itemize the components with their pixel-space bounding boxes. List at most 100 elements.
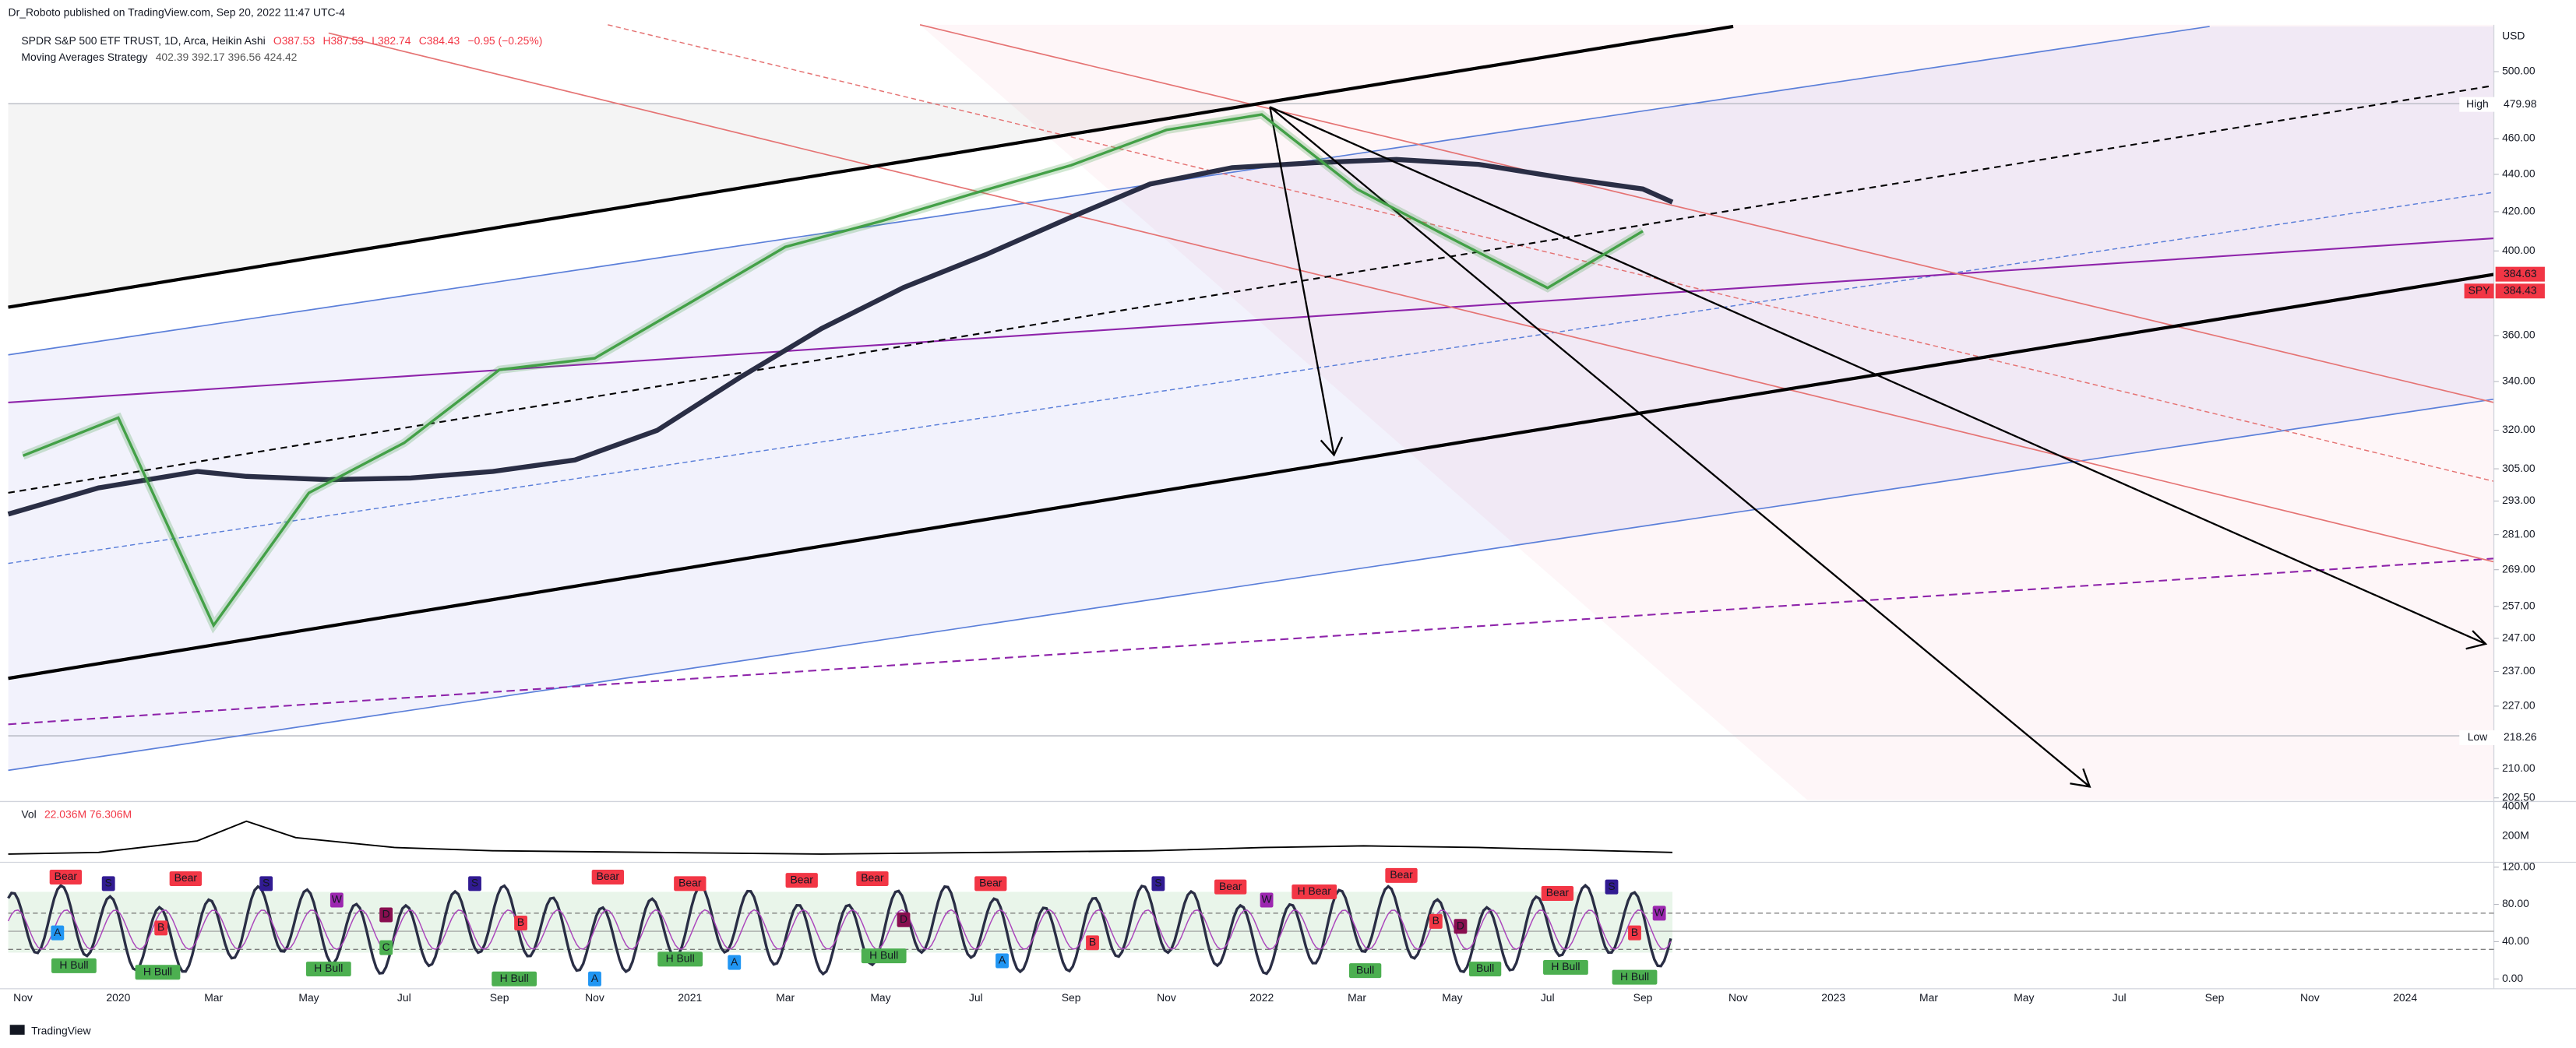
badge-text: D bbox=[900, 913, 907, 925]
x-tick-label: Jul bbox=[1541, 991, 1555, 1004]
badge-bg bbox=[514, 916, 528, 930]
badge: Bear bbox=[974, 876, 1007, 892]
badge: Bull bbox=[1468, 962, 1502, 977]
badge: Bear bbox=[856, 871, 889, 887]
badge: W bbox=[1260, 892, 1274, 908]
volume-title: Vol bbox=[21, 807, 36, 820]
badge: H Bull bbox=[657, 951, 703, 967]
badge-text: H Bull bbox=[666, 952, 695, 965]
channel-fill bbox=[920, 24, 2494, 800]
strategy-line: Moving Averages Strategy 402.39 392.17 3… bbox=[21, 51, 297, 63]
badge: S bbox=[1605, 879, 1619, 895]
badge: H Bull bbox=[51, 958, 97, 973]
badge-bg bbox=[1454, 919, 1468, 934]
y-tick-label: 257.00 bbox=[2502, 599, 2535, 611]
x-tick-label: 2020 bbox=[106, 991, 130, 1004]
badge-bg bbox=[51, 958, 97, 973]
volume-average bbox=[8, 820, 1673, 855]
badge-bg bbox=[674, 876, 707, 892]
low-value-box bbox=[2495, 730, 2545, 745]
badge-bg bbox=[1652, 906, 1666, 921]
badge: Bear bbox=[1214, 879, 1247, 895]
badge-text: Bear bbox=[861, 871, 884, 884]
brand: TradingView bbox=[31, 1024, 91, 1036]
trendline bbox=[608, 24, 2494, 482]
oscillator-line bbox=[7, 883, 1672, 976]
x-tick-label: Nov bbox=[585, 991, 604, 1004]
badge-bg bbox=[135, 965, 181, 980]
badge: A bbox=[51, 925, 65, 941]
high: H387.53 bbox=[322, 34, 364, 47]
badge: D bbox=[379, 907, 393, 923]
badge-text: Bear bbox=[174, 871, 198, 884]
badge: Bear bbox=[674, 876, 707, 892]
y-tick-label: 360.00 bbox=[2502, 329, 2535, 341]
x-tick-label: Jul bbox=[397, 991, 411, 1004]
badge-text: Bull bbox=[1356, 963, 1374, 976]
badge: Bear bbox=[785, 873, 818, 888]
legend-line: SPDR S&P 500 ETF TRUST, 1D, Arca, Heikin… bbox=[21, 34, 542, 47]
badge-bg bbox=[1541, 886, 1574, 902]
y-tick-label: 227.00 bbox=[2502, 699, 2535, 712]
badge: C bbox=[379, 940, 393, 955]
y-tick-label: 269.00 bbox=[2502, 562, 2535, 575]
badge: H Bull bbox=[1612, 969, 1658, 985]
badge-bg bbox=[1605, 879, 1619, 895]
trendline bbox=[8, 237, 2494, 403]
badge-text: B bbox=[517, 916, 524, 928]
symbol: SPY bbox=[2469, 283, 2490, 296]
logo bbox=[9, 1025, 25, 1035]
badge: S bbox=[1151, 876, 1165, 892]
badge-bg bbox=[1429, 913, 1443, 929]
badge-text: B bbox=[1631, 926, 1638, 938]
badge: B bbox=[154, 920, 168, 936]
x-tick-label: Mar bbox=[1919, 991, 1938, 1004]
badge-text: Bear bbox=[1546, 886, 1570, 899]
x-tick-label: Sep bbox=[2205, 991, 2225, 1004]
y-tick-label: 293.00 bbox=[2502, 494, 2535, 506]
badge: Bear bbox=[169, 871, 202, 887]
badge: S bbox=[259, 876, 273, 892]
badge-text: Bear bbox=[1219, 880, 1242, 892]
y-tick-label: 237.00 bbox=[2502, 664, 2535, 677]
close: C384.43 bbox=[419, 34, 460, 47]
badge-bg bbox=[861, 948, 907, 964]
badge: A bbox=[588, 971, 601, 986]
x-tick-label: Nov bbox=[1728, 991, 1748, 1004]
badge-bg bbox=[974, 876, 1007, 892]
drawings bbox=[7, 24, 2494, 800]
y-tick-label: 210.00 bbox=[2502, 761, 2535, 774]
badge: W bbox=[329, 892, 344, 908]
moving-average bbox=[7, 156, 1674, 517]
badge-bg bbox=[1385, 867, 1418, 883]
badge-bg bbox=[591, 869, 625, 884]
badge-bg bbox=[856, 871, 889, 887]
x-tick-label: Nov bbox=[2300, 991, 2320, 1004]
badge-bg bbox=[101, 876, 115, 892]
y-tick-label: 420.00 bbox=[2502, 205, 2535, 217]
arrow-head bbox=[2465, 630, 2488, 650]
trendline bbox=[919, 24, 2494, 403]
badge-text: H Bull bbox=[869, 948, 898, 961]
high-value: 479.98 bbox=[2504, 97, 2537, 110]
x-tick-label: Jul bbox=[2113, 991, 2127, 1004]
badge-text: B bbox=[157, 920, 164, 933]
trendline bbox=[328, 32, 2494, 563]
badge: A bbox=[996, 953, 1009, 969]
badge-text: S bbox=[1154, 877, 1161, 889]
badge-bg bbox=[379, 907, 393, 923]
x-tick-label: May bbox=[298, 991, 319, 1004]
x-tick-label: Nov bbox=[1157, 991, 1176, 1004]
arrow bbox=[1269, 107, 1335, 455]
arrow-head bbox=[1320, 436, 1344, 457]
badge: Bear bbox=[49, 869, 83, 884]
trendline bbox=[8, 557, 2494, 726]
badge-bg bbox=[1348, 963, 1382, 979]
badge: B bbox=[1086, 935, 1099, 951]
osc-tick-label: 80.00 bbox=[2502, 897, 2529, 909]
trendline bbox=[8, 84, 2494, 494]
volume-legend: Vol 22.036M 76.306M bbox=[21, 807, 132, 820]
x-tick-label: Sep bbox=[1062, 991, 1081, 1004]
x-tick-label: Jul bbox=[969, 991, 983, 1004]
badge-bg bbox=[657, 951, 703, 967]
